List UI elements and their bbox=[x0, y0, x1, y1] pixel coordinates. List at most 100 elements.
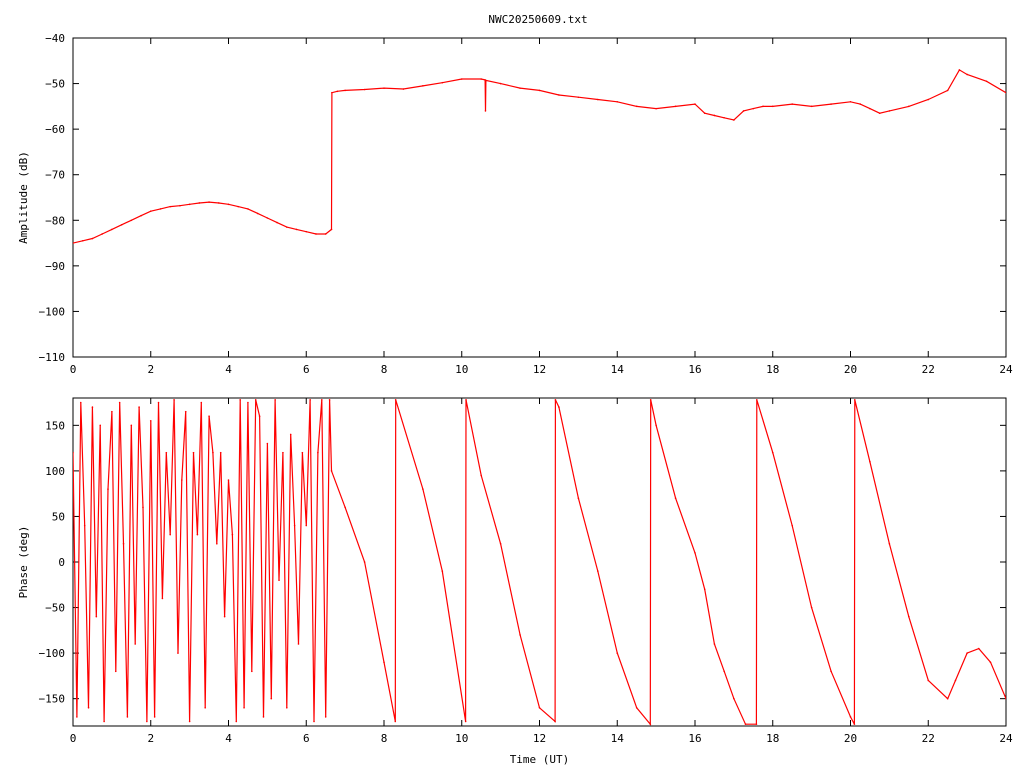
amplitude-data-point bbox=[336, 90, 339, 93]
phase-data-point bbox=[363, 561, 366, 563]
phase-data-point bbox=[635, 706, 638, 709]
phase-data-point bbox=[83, 524, 86, 527]
phase-data-point bbox=[713, 643, 716, 645]
phase-y-axis-label: Phase (deg) bbox=[17, 526, 30, 599]
amplitude-plot-frame bbox=[72, 37, 1007, 358]
phase-data-point bbox=[149, 419, 152, 422]
phase-data-point bbox=[79, 401, 82, 404]
amplitude-data-point bbox=[791, 103, 793, 105]
amplitude-data-point bbox=[958, 69, 961, 71]
phase-data-point bbox=[208, 415, 210, 418]
phase-data-point bbox=[138, 406, 140, 408]
amplitude-x-tick-label: 6 bbox=[303, 363, 310, 376]
amplitude-data-point bbox=[140, 214, 142, 217]
phase-data-point bbox=[966, 652, 968, 654]
phase-data-point bbox=[597, 570, 599, 572]
amplitude-data-point bbox=[441, 81, 444, 84]
phase-data-point bbox=[328, 399, 331, 401]
phase-data-point bbox=[223, 615, 226, 618]
amplitude-data-point bbox=[1005, 91, 1006, 94]
phase-data-point bbox=[196, 533, 199, 536]
amplitude-data-point bbox=[538, 89, 541, 92]
amplitude-data-point bbox=[81, 239, 84, 242]
amplitude-data-point bbox=[810, 105, 813, 108]
phase-data-point bbox=[313, 720, 315, 723]
phase-data-point bbox=[649, 723, 652, 725]
amplitude-x-tick-label: 18 bbox=[766, 363, 779, 376]
amplitude-data-point bbox=[91, 237, 94, 240]
phase-data-point bbox=[270, 697, 273, 700]
amplitude-data-point bbox=[188, 203, 191, 206]
amplitude-y-tick-label: −90 bbox=[45, 260, 65, 273]
amplitude-data-point bbox=[830, 103, 832, 105]
amplitude-data-point bbox=[402, 88, 405, 90]
amplitude-data-point bbox=[237, 205, 240, 208]
phase-data-point bbox=[394, 720, 397, 723]
phase-data-point bbox=[649, 399, 652, 401]
amplitude-x-tick-label: 16 bbox=[688, 363, 701, 376]
amplitude-data-point bbox=[655, 107, 657, 110]
phase-data-point bbox=[243, 706, 245, 709]
phase-data-point bbox=[301, 451, 304, 454]
phase-y-tick-label: 50 bbox=[52, 510, 65, 523]
phase-data-point bbox=[694, 552, 696, 554]
phase-data-point bbox=[262, 716, 265, 718]
amplitude-data-point bbox=[331, 91, 333, 94]
phase-data-point bbox=[989, 661, 992, 664]
phase-data-point bbox=[130, 424, 133, 427]
phase-data-point bbox=[330, 470, 333, 472]
phase-data-point bbox=[235, 720, 238, 723]
phase-data-point bbox=[95, 615, 98, 618]
phase-data-point bbox=[177, 652, 179, 654]
phase-data-point bbox=[309, 399, 311, 401]
amplitude-data-point bbox=[703, 112, 706, 114]
amplitude-data-point bbox=[179, 204, 181, 207]
amplitude-data-point bbox=[859, 103, 862, 105]
amplitude-data-point bbox=[733, 119, 735, 121]
amplitude-data-point bbox=[558, 94, 560, 96]
amplitude-data-point bbox=[742, 110, 745, 112]
phase-data-point bbox=[99, 424, 102, 427]
phase-data-point bbox=[134, 643, 136, 645]
phase-data-point bbox=[927, 679, 930, 682]
phase-data-point bbox=[616, 652, 619, 654]
amplitude-x-tick-label: 12 bbox=[533, 363, 546, 376]
phase-data-point bbox=[216, 542, 218, 545]
phase-y-tick-label: 100 bbox=[45, 465, 65, 478]
amplitude-data-point bbox=[198, 202, 201, 204]
phase-data-point bbox=[282, 451, 284, 454]
amplitude-data-point bbox=[383, 87, 385, 89]
phase-data-point bbox=[146, 720, 148, 723]
phase-y-tick-label: −50 bbox=[45, 602, 65, 615]
phase-data-point bbox=[169, 533, 171, 536]
phase-data-point bbox=[733, 697, 735, 700]
amplitude-data-point bbox=[256, 212, 259, 215]
amplitude-data-point bbox=[169, 205, 171, 208]
phase-data-point bbox=[305, 524, 308, 527]
phase-data-point bbox=[254, 399, 257, 401]
phase-data-point bbox=[830, 670, 832, 673]
phase-data-point bbox=[324, 716, 327, 718]
phase-data-point bbox=[441, 570, 444, 572]
phase-data-point bbox=[744, 723, 747, 725]
amplitude-data-point bbox=[460, 78, 463, 80]
phase-data-point bbox=[849, 716, 852, 718]
amplitude-data-point bbox=[227, 203, 230, 206]
phase-data-point bbox=[142, 506, 144, 509]
phase-data-point bbox=[538, 706, 541, 709]
amplitude-y-tick-label: −60 bbox=[45, 123, 65, 136]
phase-data-point bbox=[157, 401, 160, 404]
phase-x-tick-label: 6 bbox=[303, 732, 310, 745]
phase-data-point bbox=[165, 451, 168, 454]
phase-data-point bbox=[946, 697, 949, 700]
phase-x-tick-label: 12 bbox=[533, 732, 546, 745]
amplitude-data-point bbox=[159, 208, 162, 210]
amplitude-data-point bbox=[324, 233, 327, 235]
phase-data-point bbox=[554, 399, 557, 401]
phase-data-point bbox=[212, 451, 214, 454]
amplitude-data-point bbox=[849, 101, 852, 103]
phase-data-point bbox=[118, 401, 121, 404]
phase-data-point bbox=[908, 615, 910, 618]
amplitude-data-point bbox=[422, 85, 424, 87]
phase-data-point bbox=[126, 716, 129, 718]
